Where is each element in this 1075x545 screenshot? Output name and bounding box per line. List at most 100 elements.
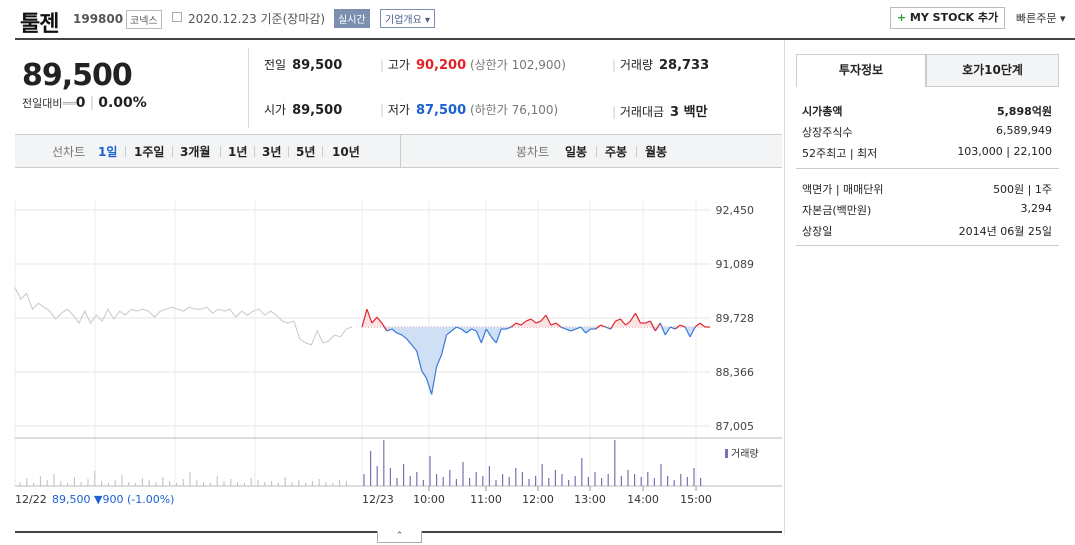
price-segment (575, 326, 581, 330)
current-price: 89,500 (22, 58, 133, 93)
period-1y[interactable]: 1년 (228, 145, 248, 159)
quote-prev-value: 89,500 (292, 58, 343, 73)
divider (125, 146, 126, 157)
price-segment (440, 334, 448, 355)
price-segment (659, 322, 666, 336)
price-segment (490, 336, 497, 344)
y-axis-ticks: 92,450 91,089 89,728 88,366 87,005 (716, 204, 755, 433)
period-3y[interactable]: 3년 (262, 145, 282, 159)
price-segment (664, 326, 671, 336)
x-tick-label: 15:00 (680, 493, 712, 506)
quote-open-label: 시가 (264, 103, 287, 117)
price-segment (525, 318, 532, 322)
price-segment (545, 314, 552, 326)
price-segment (376, 316, 383, 324)
price-segment (550, 322, 557, 326)
divider (322, 146, 323, 157)
x-tick-label: 14:00 (627, 493, 659, 506)
listing-date-label: 상장일 (802, 225, 833, 238)
divider (400, 134, 401, 168)
price-segment (510, 322, 517, 328)
shares-label: 상장주식수 (802, 126, 853, 139)
chart-period-bar (15, 134, 782, 168)
invest-info-panel (784, 40, 1075, 535)
volume-bars (19, 440, 702, 486)
volume-legend: 거래량 (731, 448, 759, 460)
price-segment (401, 334, 408, 340)
price-segment (555, 322, 562, 328)
divider (636, 146, 637, 157)
quote-high-label: 고가 (387, 58, 410, 72)
period-10y[interactable]: 10년 (332, 145, 360, 159)
price-segment (371, 316, 378, 324)
price-segment (520, 320, 527, 326)
company-overview-dropdown[interactable]: 기업개요 ▾ (380, 9, 436, 28)
price-segment (515, 322, 522, 326)
mystock-add-button[interactable]: + MY STOCK 추가 (890, 7, 1005, 29)
price-segment (585, 328, 592, 334)
price-chart: 92,450 91,089 89,728 88,366 87,005 10:00 11:0… (14, 200, 782, 506)
prev-day-line (14, 287, 353, 346)
price-segment (505, 326, 512, 330)
period-daily[interactable]: 일봉 (565, 145, 588, 159)
price-segment (620, 318, 626, 326)
quick-order-dropdown[interactable]: 빠른주문 ▾ (1016, 10, 1066, 26)
tab-invest-info[interactable]: 투자정보 (796, 54, 926, 87)
volume-legend-swatch (725, 449, 728, 458)
period-1w[interactable]: 1주일 (134, 145, 165, 159)
quote-low-value: 87,500 (415, 103, 467, 118)
period-3m[interactable]: 3개월 (180, 145, 211, 159)
price-segment (615, 318, 621, 322)
price-segment (396, 332, 402, 336)
market-badge: 코넥스 (126, 10, 162, 29)
chevron-up-icon: ⌃ (395, 531, 404, 541)
market-cap-value: 5,898억원 (996, 105, 1052, 118)
period-weekly[interactable]: 주봉 (605, 145, 628, 159)
price-segment (540, 314, 547, 322)
price-segment (431, 366, 438, 395)
realtime-button[interactable]: 실시간 (334, 9, 370, 28)
chevron-down-icon: ▾ (1056, 12, 1066, 25)
price-segment (426, 378, 433, 395)
price-segment (391, 328, 398, 334)
price-segment (471, 328, 477, 332)
shares-value: 6,589,949 (996, 124, 1052, 137)
quote-high: | 고가 90,200 (상한가 102,900) (380, 58, 566, 73)
price-segment (436, 354, 443, 367)
price-segment (361, 309, 368, 328)
tab-order-book[interactable]: 호가10단계 (926, 54, 1059, 87)
company-overview-label: 기업개요 (385, 15, 422, 26)
price-segment (446, 330, 452, 336)
price-segment (366, 308, 373, 324)
price-segment (649, 320, 656, 332)
chart-lines (14, 287, 710, 395)
capital-label: 자본금(백만원) (802, 204, 872, 217)
y-tick-label: 91,089 (716, 258, 755, 271)
quote-high-value: 90,200 (415, 58, 467, 73)
price-segment (679, 324, 686, 328)
quote-prev-label: 전일 (264, 58, 287, 72)
52w-label: 52주최고 | 최저 (802, 147, 878, 160)
period-monthly[interactable]: 월봉 (645, 145, 668, 159)
price-segment (625, 320, 631, 326)
price-segment (570, 328, 576, 332)
price-segment (421, 370, 428, 379)
price-segment (461, 328, 467, 334)
price-segment (475, 330, 482, 344)
price-segment (689, 326, 696, 338)
y-tick-label: 89,728 (716, 312, 755, 325)
period-5y[interactable]: 5년 (296, 145, 316, 159)
face-value-value: 500원 | 1주 (993, 183, 1052, 196)
calendar-icon (172, 12, 182, 22)
x-axis-ticks: 10:00 11:00 12:00 13:00 14:00 15:00 (413, 486, 712, 506)
price-segment (451, 326, 457, 332)
day-label: 12/23 (362, 493, 394, 506)
collapse-chart-button[interactable]: ⌃ (377, 531, 422, 543)
divider (254, 146, 255, 157)
period-1d[interactable]: 1일 (98, 145, 118, 159)
divider (796, 168, 1059, 169)
market-cap-label: 시가총액 (802, 105, 843, 118)
price-segment (694, 322, 701, 328)
capital-value: 3,294 (1020, 202, 1053, 215)
price-segment (565, 328, 572, 332)
